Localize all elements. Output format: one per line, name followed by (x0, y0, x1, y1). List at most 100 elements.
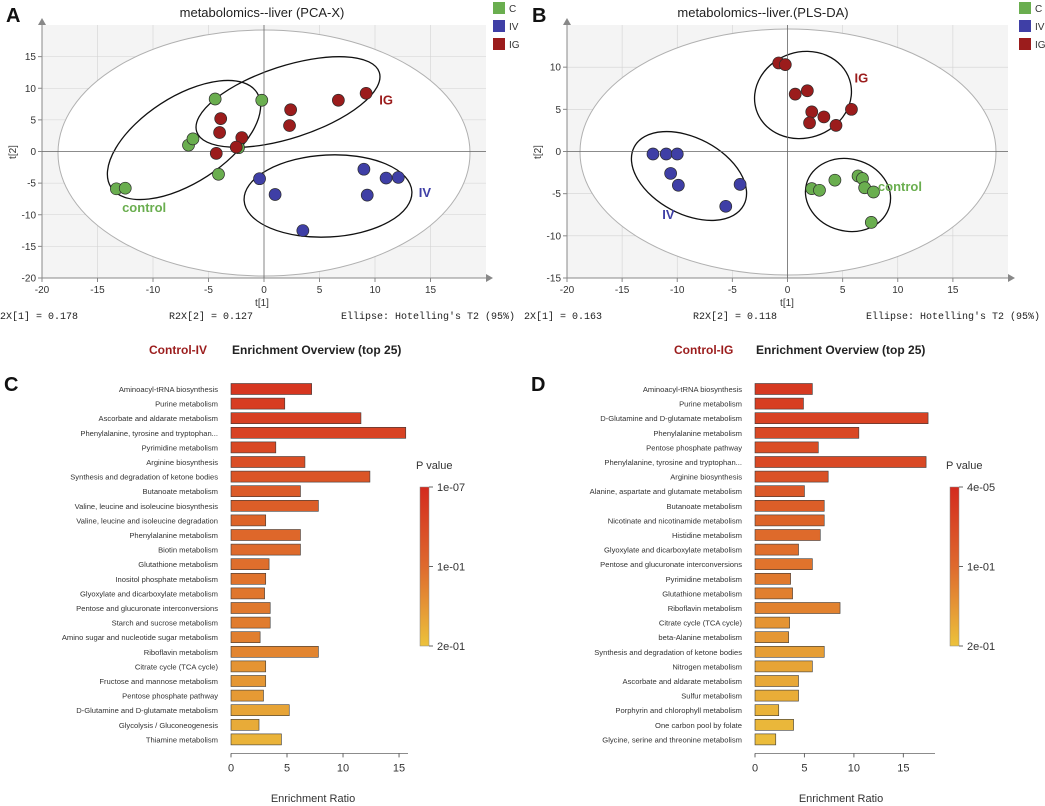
legend-label-ig: IG (509, 40, 520, 51)
panel-letter-b: B (532, 5, 546, 27)
colorbar-label: 2e-01 (437, 641, 465, 653)
bar (754, 689, 799, 702)
y-tick-label: -5 (552, 189, 561, 200)
bars-d: Aminoacyl-tRNA biosynthesis Purine metabo… (590, 383, 929, 746)
category-label: Valine, leucine and isoleucine biosynthe… (75, 502, 219, 511)
x-tick-label: -5 (204, 285, 213, 296)
group-label-control: control (878, 179, 922, 194)
x-tick-label: 5 (317, 285, 323, 296)
category-label: Phenylalanine, tyrosine and tryptophan..… (604, 458, 742, 467)
bar (230, 470, 371, 483)
colorbar-label: 1e-01 (437, 562, 465, 574)
chart-title-b: metabolomics--liver.(PLS-DA) (677, 5, 848, 20)
point-c (864, 215, 878, 229)
legend-swatch-c (493, 2, 505, 14)
group-label-ig: IG (855, 70, 869, 85)
bar (754, 704, 780, 717)
group-label-iv: IV (662, 207, 675, 222)
point-iv (296, 224, 310, 237)
point-ig (213, 126, 226, 139)
category-label: Pentose and glucuronate interconversions (600, 560, 742, 569)
point-ig (800, 84, 814, 98)
hotelling-ellipse-b (579, 28, 997, 276)
comparison-title-c: Control-IV (149, 343, 207, 357)
category-label: Aminoacyl-tRNA biosynthesis (643, 385, 742, 394)
point-iv (268, 188, 282, 201)
bar (230, 514, 267, 527)
y-tick-label: -10 (22, 210, 37, 221)
point-ig (788, 87, 802, 101)
x-tick-label: 5 (284, 762, 290, 774)
category-label: Valine, leucine and isoleucine degradati… (76, 516, 218, 525)
y-tick-label: -15 (22, 242, 37, 253)
point-ig (829, 119, 843, 132)
bar (230, 383, 312, 395)
bar (754, 645, 825, 658)
point-ig (817, 110, 831, 124)
x-tick-label: 0 (228, 762, 234, 774)
point-c (118, 181, 132, 195)
bar (754, 397, 804, 410)
bar (230, 616, 271, 629)
category-label: Fructose and mannose metabolism (99, 677, 218, 686)
bar (754, 543, 799, 556)
category-label: Thiamine metabolism (146, 735, 218, 744)
category-label: D-Glutamine and D-glutamate metabolism (76, 706, 218, 715)
x-tick-label: 15 (947, 285, 959, 296)
category-label: Pentose and glucuronate interconversions (76, 604, 218, 613)
bar (230, 660, 267, 673)
group-ellipse-ig-a (195, 56, 381, 148)
category-label: Glutathione metabolism (662, 589, 742, 598)
point-iv (672, 178, 685, 192)
legend-b: C IV IG (1019, 2, 1045, 51)
category-label: Starch and sucrose metabolism (112, 619, 218, 628)
bar (754, 470, 829, 483)
x-axis-c: 0 5 10 15 (228, 753, 408, 774)
group-label-control: control (122, 200, 166, 215)
bar (230, 485, 301, 498)
y-tick-label: 0 (555, 147, 561, 158)
bar (754, 426, 860, 439)
category-label: Riboflavin metabolism (668, 604, 742, 613)
point-c (867, 185, 880, 199)
chart-title-a: metabolomics--liver (PCA-X) (180, 5, 345, 20)
group-ellipse-iv-b (630, 130, 748, 222)
category-label: Glyoxylate and dicarboxylate metabolism (604, 546, 742, 555)
bar (230, 397, 286, 410)
group-label-ig: IG (379, 93, 393, 108)
x-tick-label: 15 (425, 285, 437, 296)
x-tick-label: 10 (337, 762, 349, 774)
category-label: Biotin metabolism (158, 546, 218, 555)
footer-ellipse-b: Ellipse: Hotelling's T2 (95%) (866, 311, 1040, 323)
category-label: One carbon pool by folate (655, 721, 742, 730)
bar (230, 718, 260, 731)
bar (754, 660, 813, 673)
bar (230, 441, 277, 454)
legend-label-iv: IV (1035, 22, 1045, 33)
x-tick-label: 0 (785, 285, 791, 296)
category-label: Citrate cycle (TCA cycle) (659, 619, 743, 628)
category-label: Purine metabolism (679, 400, 742, 409)
x-tick-label: 15 (393, 762, 405, 774)
category-label: Sulfur metabolism (681, 692, 742, 701)
bar (754, 456, 927, 468)
x-tick-label: -10 (146, 285, 161, 296)
group-labels-a: control IG IV (122, 93, 431, 216)
x-axis-label-d: Enrichment Ratio (799, 793, 883, 805)
x-tick-label: 5 (801, 762, 807, 774)
category-label: Porphyrin and chlorophyll metabolism (615, 706, 742, 715)
point-iv (659, 147, 673, 161)
group-labels-b: IG control IV (662, 70, 922, 222)
point-c (255, 93, 269, 107)
colorbar-label: 1e-07 (437, 482, 465, 494)
point-iv (357, 162, 371, 176)
point-c (828, 173, 842, 187)
colorbar-label: 2e-01 (967, 641, 995, 653)
category-label: Butanoate metabolism (142, 487, 218, 496)
x-tick-label: 0 (752, 762, 758, 774)
y-tick-label: 10 (550, 63, 562, 74)
panel-letter-a: A (6, 5, 20, 27)
group-label-iv: IV (419, 185, 432, 200)
category-label: Purine metabolism (155, 400, 218, 409)
y-tick-label: 5 (30, 115, 36, 126)
